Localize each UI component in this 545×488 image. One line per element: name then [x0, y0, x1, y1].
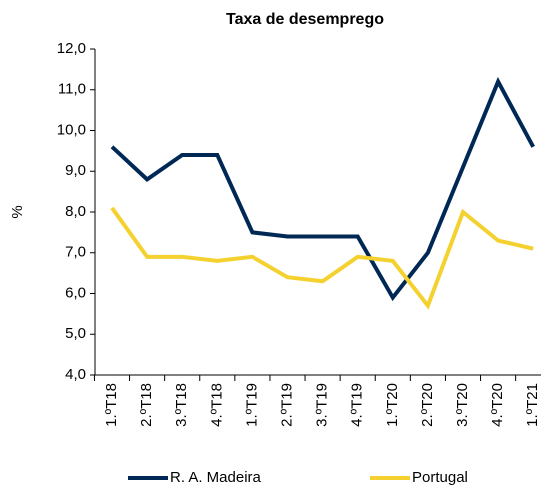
legend-label: R. A. Madeira	[170, 469, 262, 486]
x-tick-label: 2.ºT19	[278, 383, 295, 427]
y-tick-label: 7,0	[65, 244, 86, 261]
chart-title: Taxa de desemprego	[226, 11, 384, 28]
x-tick-label: 2.ºT20	[419, 383, 436, 427]
x-tick-label: 3.ºT20	[454, 383, 471, 427]
x-tick-label: 1.ºT20	[384, 383, 401, 427]
y-tick-label: 5,0	[65, 325, 86, 342]
series-line	[110, 206, 534, 310]
x-tick-label: 3.ºT19	[314, 383, 331, 427]
x-tick-label: 2.ºT18	[138, 383, 155, 427]
y-tick-label: 9,0	[65, 162, 86, 179]
y-tick-label: 6,0	[65, 284, 86, 301]
y-tick-label: 12,0	[57, 40, 86, 57]
series-line	[110, 76, 535, 302]
y-axis-label: %	[9, 205, 26, 218]
x-tick-label: 1.ºT21	[524, 383, 541, 427]
y-tick-label: 4,0	[65, 366, 86, 383]
y-tick-label: 11,0	[58, 81, 86, 98]
x-tick-label: 1.ºT18	[103, 383, 120, 427]
y-tick-label: 10,0	[57, 121, 86, 138]
legend-label: Portugal	[412, 469, 468, 486]
x-tick-label: 4.ºT18	[208, 383, 225, 427]
y-tick-label: 8,0	[65, 203, 86, 220]
x-tick-label: 4.ºT20	[489, 383, 506, 427]
x-tick-label: 3.ºT18	[173, 383, 190, 427]
x-tick-label: 4.ºT19	[349, 383, 366, 427]
x-tick-label: 1.ºT19	[243, 383, 260, 427]
